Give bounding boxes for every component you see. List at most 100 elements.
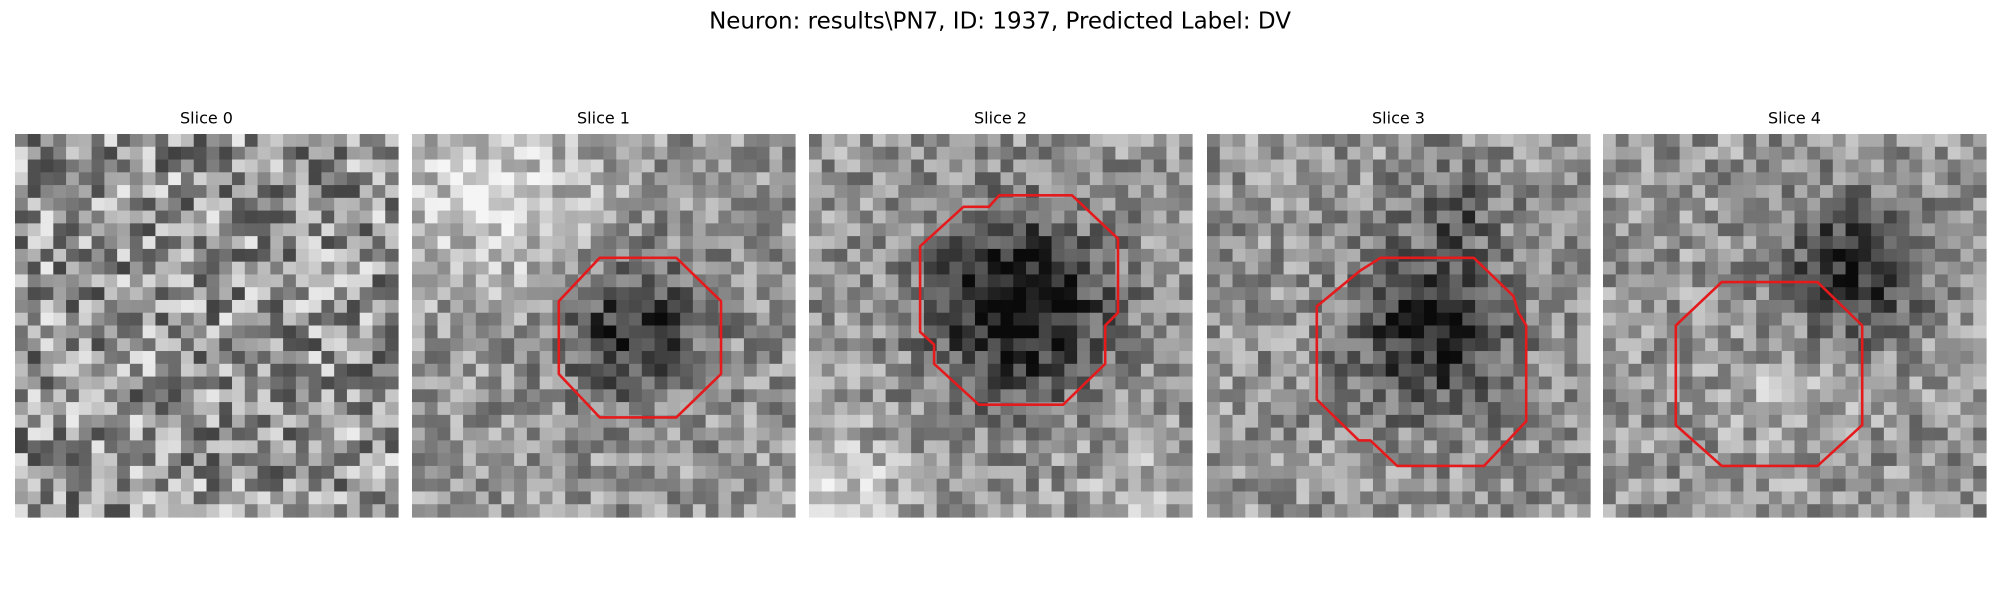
pixel	[872, 389, 887, 403]
pixel	[616, 210, 630, 224]
pixel	[1564, 504, 1578, 518]
pixel	[526, 274, 541, 288]
pixel	[1487, 159, 1502, 173]
pixel	[180, 491, 195, 505]
pixel	[1219, 287, 1234, 301]
pixel	[53, 491, 67, 505]
pixel	[1475, 504, 1489, 518]
pixel	[809, 453, 823, 467]
pixel	[501, 325, 515, 339]
pixel	[590, 274, 605, 288]
pixel	[1321, 389, 1336, 403]
pixel	[219, 146, 233, 161]
pixel	[1166, 363, 1180, 378]
pixel	[552, 223, 566, 237]
pixel	[1475, 427, 1489, 441]
pixel	[1922, 338, 1936, 352]
pixel	[756, 134, 771, 148]
pixel	[1615, 478, 1630, 493]
pixel	[1947, 134, 1962, 148]
pixel	[15, 159, 29, 173]
pixel	[1666, 274, 1681, 288]
pixel	[552, 185, 566, 199]
pixel	[898, 236, 912, 250]
pixel	[1372, 197, 1387, 212]
pixel	[1603, 351, 1617, 365]
pixel	[1692, 248, 1706, 263]
pixel	[936, 159, 951, 173]
pixel	[1743, 427, 1757, 441]
pixel	[244, 274, 259, 288]
pixel	[577, 414, 592, 429]
pixel	[206, 325, 220, 339]
pixel	[1705, 491, 1719, 505]
pixel	[1628, 491, 1642, 505]
pixel	[667, 363, 681, 378]
pixel	[680, 146, 694, 161]
pixel	[987, 236, 1002, 250]
pixel	[475, 248, 490, 263]
pixel	[936, 351, 951, 365]
pixel	[898, 440, 912, 454]
pixel	[1603, 261, 1617, 276]
pixel	[590, 491, 605, 505]
pixel	[1398, 197, 1412, 212]
pixel	[308, 491, 322, 505]
pixel	[1564, 414, 1578, 429]
pixel	[1628, 402, 1642, 416]
pixel	[705, 159, 719, 173]
pixel	[809, 274, 823, 288]
pixel	[809, 504, 823, 518]
pixel	[1934, 274, 1949, 288]
pixel	[1424, 248, 1438, 263]
pixel	[66, 351, 80, 365]
pixel	[769, 402, 783, 416]
pixel	[860, 287, 874, 301]
pixel	[1513, 197, 1527, 212]
pixel	[1526, 312, 1540, 327]
pixel	[1462, 299, 1476, 314]
pixel	[1551, 261, 1566, 276]
pixel	[1424, 491, 1438, 505]
pixel	[1372, 440, 1387, 454]
pixel	[821, 299, 836, 314]
pixel	[372, 351, 386, 365]
pixel	[1140, 210, 1155, 224]
pixel	[1909, 210, 1923, 224]
pixel	[1296, 299, 1310, 314]
pixel	[1283, 338, 1297, 352]
pixel	[1102, 274, 1116, 288]
pixel	[1166, 172, 1180, 186]
pixel	[180, 504, 195, 518]
pixel	[206, 146, 220, 161]
pixel	[15, 248, 29, 263]
pixel	[962, 236, 976, 250]
pixel	[629, 274, 643, 288]
pixel	[66, 376, 80, 390]
pixel	[257, 351, 271, 365]
pixel	[1577, 465, 1591, 480]
pixel	[412, 248, 426, 263]
pixel	[1051, 197, 1065, 212]
pixel	[1871, 312, 1885, 327]
pixel	[1781, 210, 1796, 224]
pixel	[1641, 312, 1655, 327]
pixel	[1166, 287, 1180, 301]
pixel	[590, 287, 605, 301]
pixel	[117, 248, 131, 263]
pixel	[117, 261, 131, 276]
pixel	[1089, 312, 1104, 327]
pixel	[1513, 325, 1527, 339]
pixel	[308, 223, 322, 237]
pixel	[834, 351, 848, 365]
pixel	[206, 312, 220, 327]
pixel	[1232, 402, 1246, 416]
pixel	[308, 414, 322, 429]
pixel	[1538, 491, 1553, 505]
pixel	[1424, 414, 1438, 429]
pixel	[424, 491, 439, 505]
pixel	[27, 146, 42, 161]
pixel	[1128, 210, 1142, 224]
pixel	[809, 491, 823, 505]
pixel	[257, 223, 271, 237]
